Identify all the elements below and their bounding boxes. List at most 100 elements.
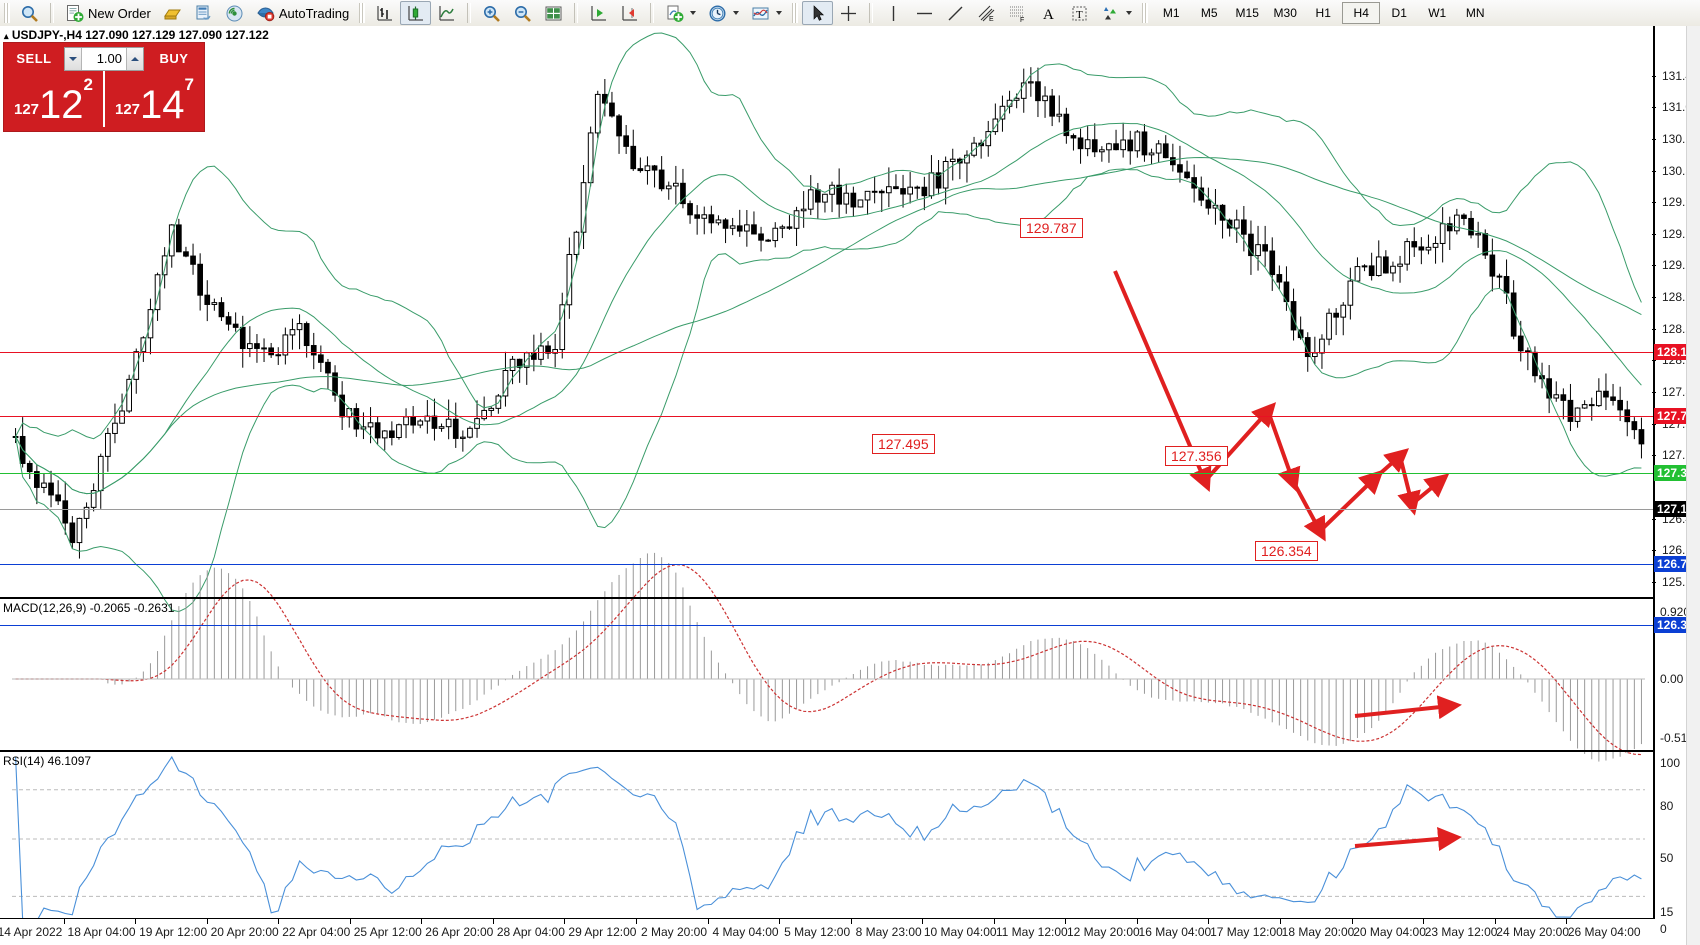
toolbar-grip-4[interactable] [1142,3,1149,23]
toolbar-grip-3[interactable] [792,3,799,23]
timeframe-w1[interactable]: W1 [1428,6,1447,20]
symbol-header: ▴ USDJPY-,H4 127.090 127.129 127.090 127… [4,28,269,42]
autotrading-button[interactable]: AutoTrading [250,1,355,25]
zoom-out-button[interactable] [507,1,538,25]
signals-button[interactable] [219,1,250,25]
one-click-trading-top: SELL 1.00 BUY [4,43,204,71]
svg-text:F: F [1020,17,1024,23]
cursor-button[interactable] [802,1,834,25]
buy-button[interactable]: BUY [159,51,189,66]
shift-end-button[interactable] [583,1,614,25]
horizontal-line-button[interactable] [909,1,940,25]
chevron-down-icon-4[interactable] [1126,11,1133,15]
timeframe-m1[interactable]: M1 [1162,6,1180,20]
time-tickmark [492,919,494,924]
time-tick: 17 May 12:00 [1210,925,1283,939]
time-tickmark [636,919,637,924]
terminal-button[interactable] [188,1,219,25]
chevron-up-icon-volume [131,56,139,61]
shift-end-icon [589,4,608,23]
tile-windows-button[interactable] [538,1,569,25]
equidistant-channel-button[interactable]: E [971,1,1002,25]
shapes-button[interactable] [1095,1,1138,25]
crosshair-button[interactable] [833,1,864,25]
cursor-icon [808,4,827,23]
price-annotation[interactable]: 129.787 [1020,218,1083,238]
timeframe-m5[interactable]: M5 [1200,6,1218,20]
rsi-indicator [12,755,1645,922]
magnifier-left-icon[interactable] [14,1,45,25]
chevron-down-icon-3[interactable] [776,11,783,15]
buy-price[interactable]: 127 14 7 [103,71,204,127]
price-annotation[interactable]: 127.495 [872,434,935,454]
gold-bar-button[interactable] [157,1,188,25]
sell-price[interactable]: 127 12 2 [4,71,103,127]
fibonacci-button[interactable]: F [1002,1,1033,25]
price-chart-canvas [12,32,1645,922]
new-order-label: New Order [88,5,151,21]
new-chart-button[interactable] [659,1,702,25]
time-tick: 5 May 12:00 [784,925,851,939]
time-tickmark [1494,919,1496,924]
bar-chart-button[interactable] [369,1,400,25]
rsi-tick: 50 [1660,851,1674,865]
price-tickmark [1652,329,1656,331]
text-button[interactable]: A [1033,1,1064,25]
price-tickmark [1652,75,1656,77]
symbol-arrow-icon: ▴ [4,31,9,41]
timeframe-m15[interactable]: M15 [1235,6,1259,20]
text-label-button[interactable]: T [1064,1,1095,25]
candlestick-chart-button[interactable] [400,1,432,25]
price-tickmark [1652,170,1656,172]
timeframe-button[interactable] [702,1,745,25]
trendline-button[interactable] [940,1,971,25]
auto-scroll-button[interactable] [614,1,645,25]
timeframe-m30[interactable]: M30 [1273,6,1297,20]
timeframe-h4[interactable]: H4 [1342,2,1381,24]
volume-decrement-button[interactable] [65,47,82,70]
time-tick: 25 Apr 12:00 [353,925,422,939]
fibonacci-icon: F [1008,4,1027,24]
one-click-trading-panel[interactable]: SELL 1.00 BUY 127 12 2 127 14 7 [3,42,205,132]
macd-label: MACD(12,26,9) -0.2065 -0.2631 [3,601,175,615]
buy-price-prefix: 127 [115,101,141,118]
toolbar-grip[interactable] [4,3,10,23]
chart-area[interactable]: ▴ USDJPY-,H4 127.090 127.129 127.090 127… [0,26,1700,945]
vertical-scrollbar[interactable] [1686,26,1700,945]
timeframe-d1[interactable]: D1 [1391,6,1407,20]
time-tickmark [206,919,208,924]
bollinger-bands [15,32,1642,613]
new-order-button[interactable]: New Order [59,1,157,25]
time-tickmark [63,919,65,924]
toolbar-separator [50,3,54,23]
timeframe-mn[interactable]: MN [1465,6,1485,20]
time-tickmark [1566,919,1568,924]
time-tick: 18 May 20:00 [1281,925,1355,939]
line-chart-button[interactable] [431,1,462,25]
toolbar-separator-4 [650,3,655,23]
timeframe-h1[interactable]: H1 [1315,6,1331,20]
zoom-in-button[interactable] [476,1,507,25]
rsi-tick: 80 [1660,799,1674,813]
volume-input[interactable]: 1.00 [82,47,126,70]
vertical-line-button[interactable] [878,1,909,25]
crosshair-icon [839,4,858,23]
price-annotation[interactable]: 127.356 [1165,446,1228,466]
time-tick: 26 May 04:00 [1567,925,1641,939]
time-axis[interactable]: 14 Apr 2022 18 Apr 04:00 19 Apr 12:00 20 Ap… [0,918,1655,945]
tile-windows-icon [544,4,563,23]
indicators-button[interactable] [745,1,788,25]
sell-button[interactable]: SELL [16,51,52,66]
sell-price-sup: 2 [83,75,93,94]
chevron-down-icon-2[interactable] [733,11,740,15]
price-tickmark [1652,423,1656,425]
chevron-down-icon-volume [69,56,77,61]
chevron-down-icon[interactable] [690,11,697,15]
toolbar-grip-2[interactable] [359,3,366,23]
time-tick: 23 May 12:00 [1424,925,1498,939]
price-annotation[interactable]: 126.354 [1255,541,1318,561]
macd-tick: -0.515 [1660,731,1695,745]
volume-increment-button[interactable] [126,47,143,70]
volume-stepper[interactable]: 1.00 [64,46,144,71]
time-tick: 14 Apr 2022 [0,925,63,939]
